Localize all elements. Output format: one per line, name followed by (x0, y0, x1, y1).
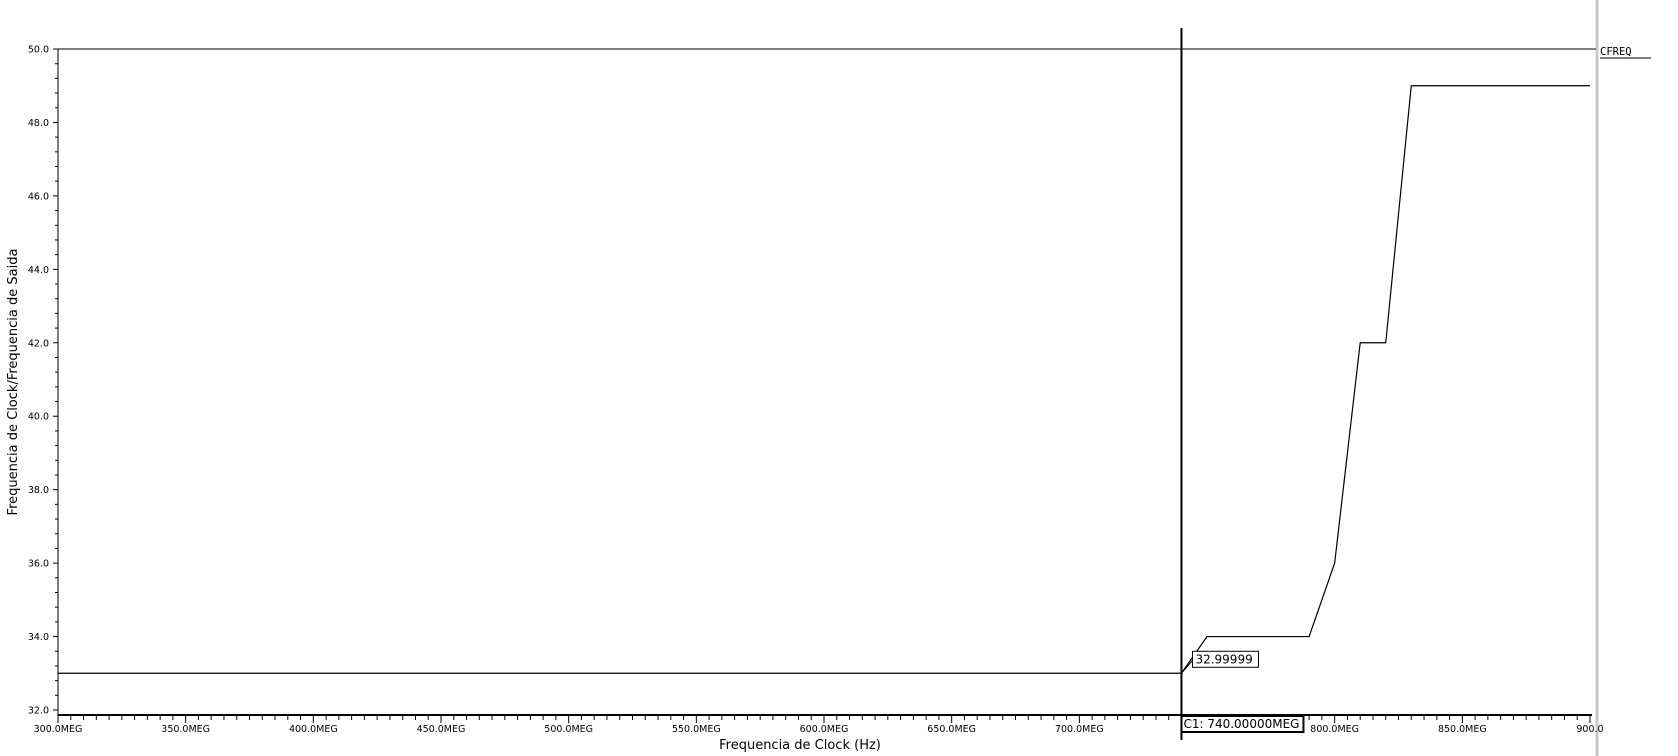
x-tick-label: 900.0 (1576, 724, 1603, 735)
y-axis-title: Frequencia de Clock/Frequencia de Saida (6, 249, 21, 516)
y-tick-label: 48.0 (28, 118, 49, 129)
x-tick-label: 600.0MEG (800, 724, 849, 735)
cursor-layer[interactable]: 32.99999 C1: 740.00000MEG (1180, 28, 1305, 740)
x-tick-label: 350.0MEG (161, 724, 210, 735)
x-axis-ticks: 300.0MEG 350.0MEG 400.0MEG 450.0MEG 500.0MEG… (34, 715, 1604, 735)
y-axis-ticks: 32.0 34.0 36.0 38.0 40.0 42.0 44.0 46.0 48.0 50.0 (28, 45, 58, 717)
cursor-value-label: 32.99999 (1195, 652, 1252, 666)
y-tick-label: 34.0 (28, 632, 49, 643)
y-tick-label: 38.0 (28, 485, 49, 496)
cursor-label: C1: 740.00000MEG (1183, 717, 1299, 731)
y-tick-label: 50.0 (28, 45, 49, 56)
y-tick-label: 40.0 (28, 412, 49, 423)
y-tick-label: 32.0 (28, 706, 49, 717)
x-tick-label: 450.0MEG (417, 724, 466, 735)
x-tick-label: 850.0MEG (1438, 724, 1487, 735)
cursor-value-leader (1181, 658, 1194, 674)
x-tick-label: 700.0MEG (1055, 724, 1104, 735)
y-tick-label: 44.0 (28, 265, 49, 276)
x-tick-label: 800.0MEG (1310, 724, 1359, 735)
x-tick-label: 300.0MEG (34, 724, 83, 735)
y-tick-label: 36.0 (28, 559, 49, 570)
series-layer (57, 85, 1591, 674)
x-axis-title: Frequencia de Clock (Hz) (719, 738, 881, 753)
legend-series-name[interactable]: CFREQ (1600, 46, 1632, 58)
y-tick-label: 42.0 (28, 338, 49, 349)
x-tick-label: 500.0MEG (544, 724, 593, 735)
series-line (58, 85, 1590, 674)
y-tick-label: 46.0 (28, 191, 49, 202)
cursor-label-box (1180, 715, 1305, 733)
x-tick-label: 650.0MEG (927, 724, 976, 735)
x-tick-label: 550.0MEG (672, 724, 721, 735)
x-tick-label: 400.0MEG (289, 724, 338, 735)
cursor-value-box (1191, 650, 1259, 668)
